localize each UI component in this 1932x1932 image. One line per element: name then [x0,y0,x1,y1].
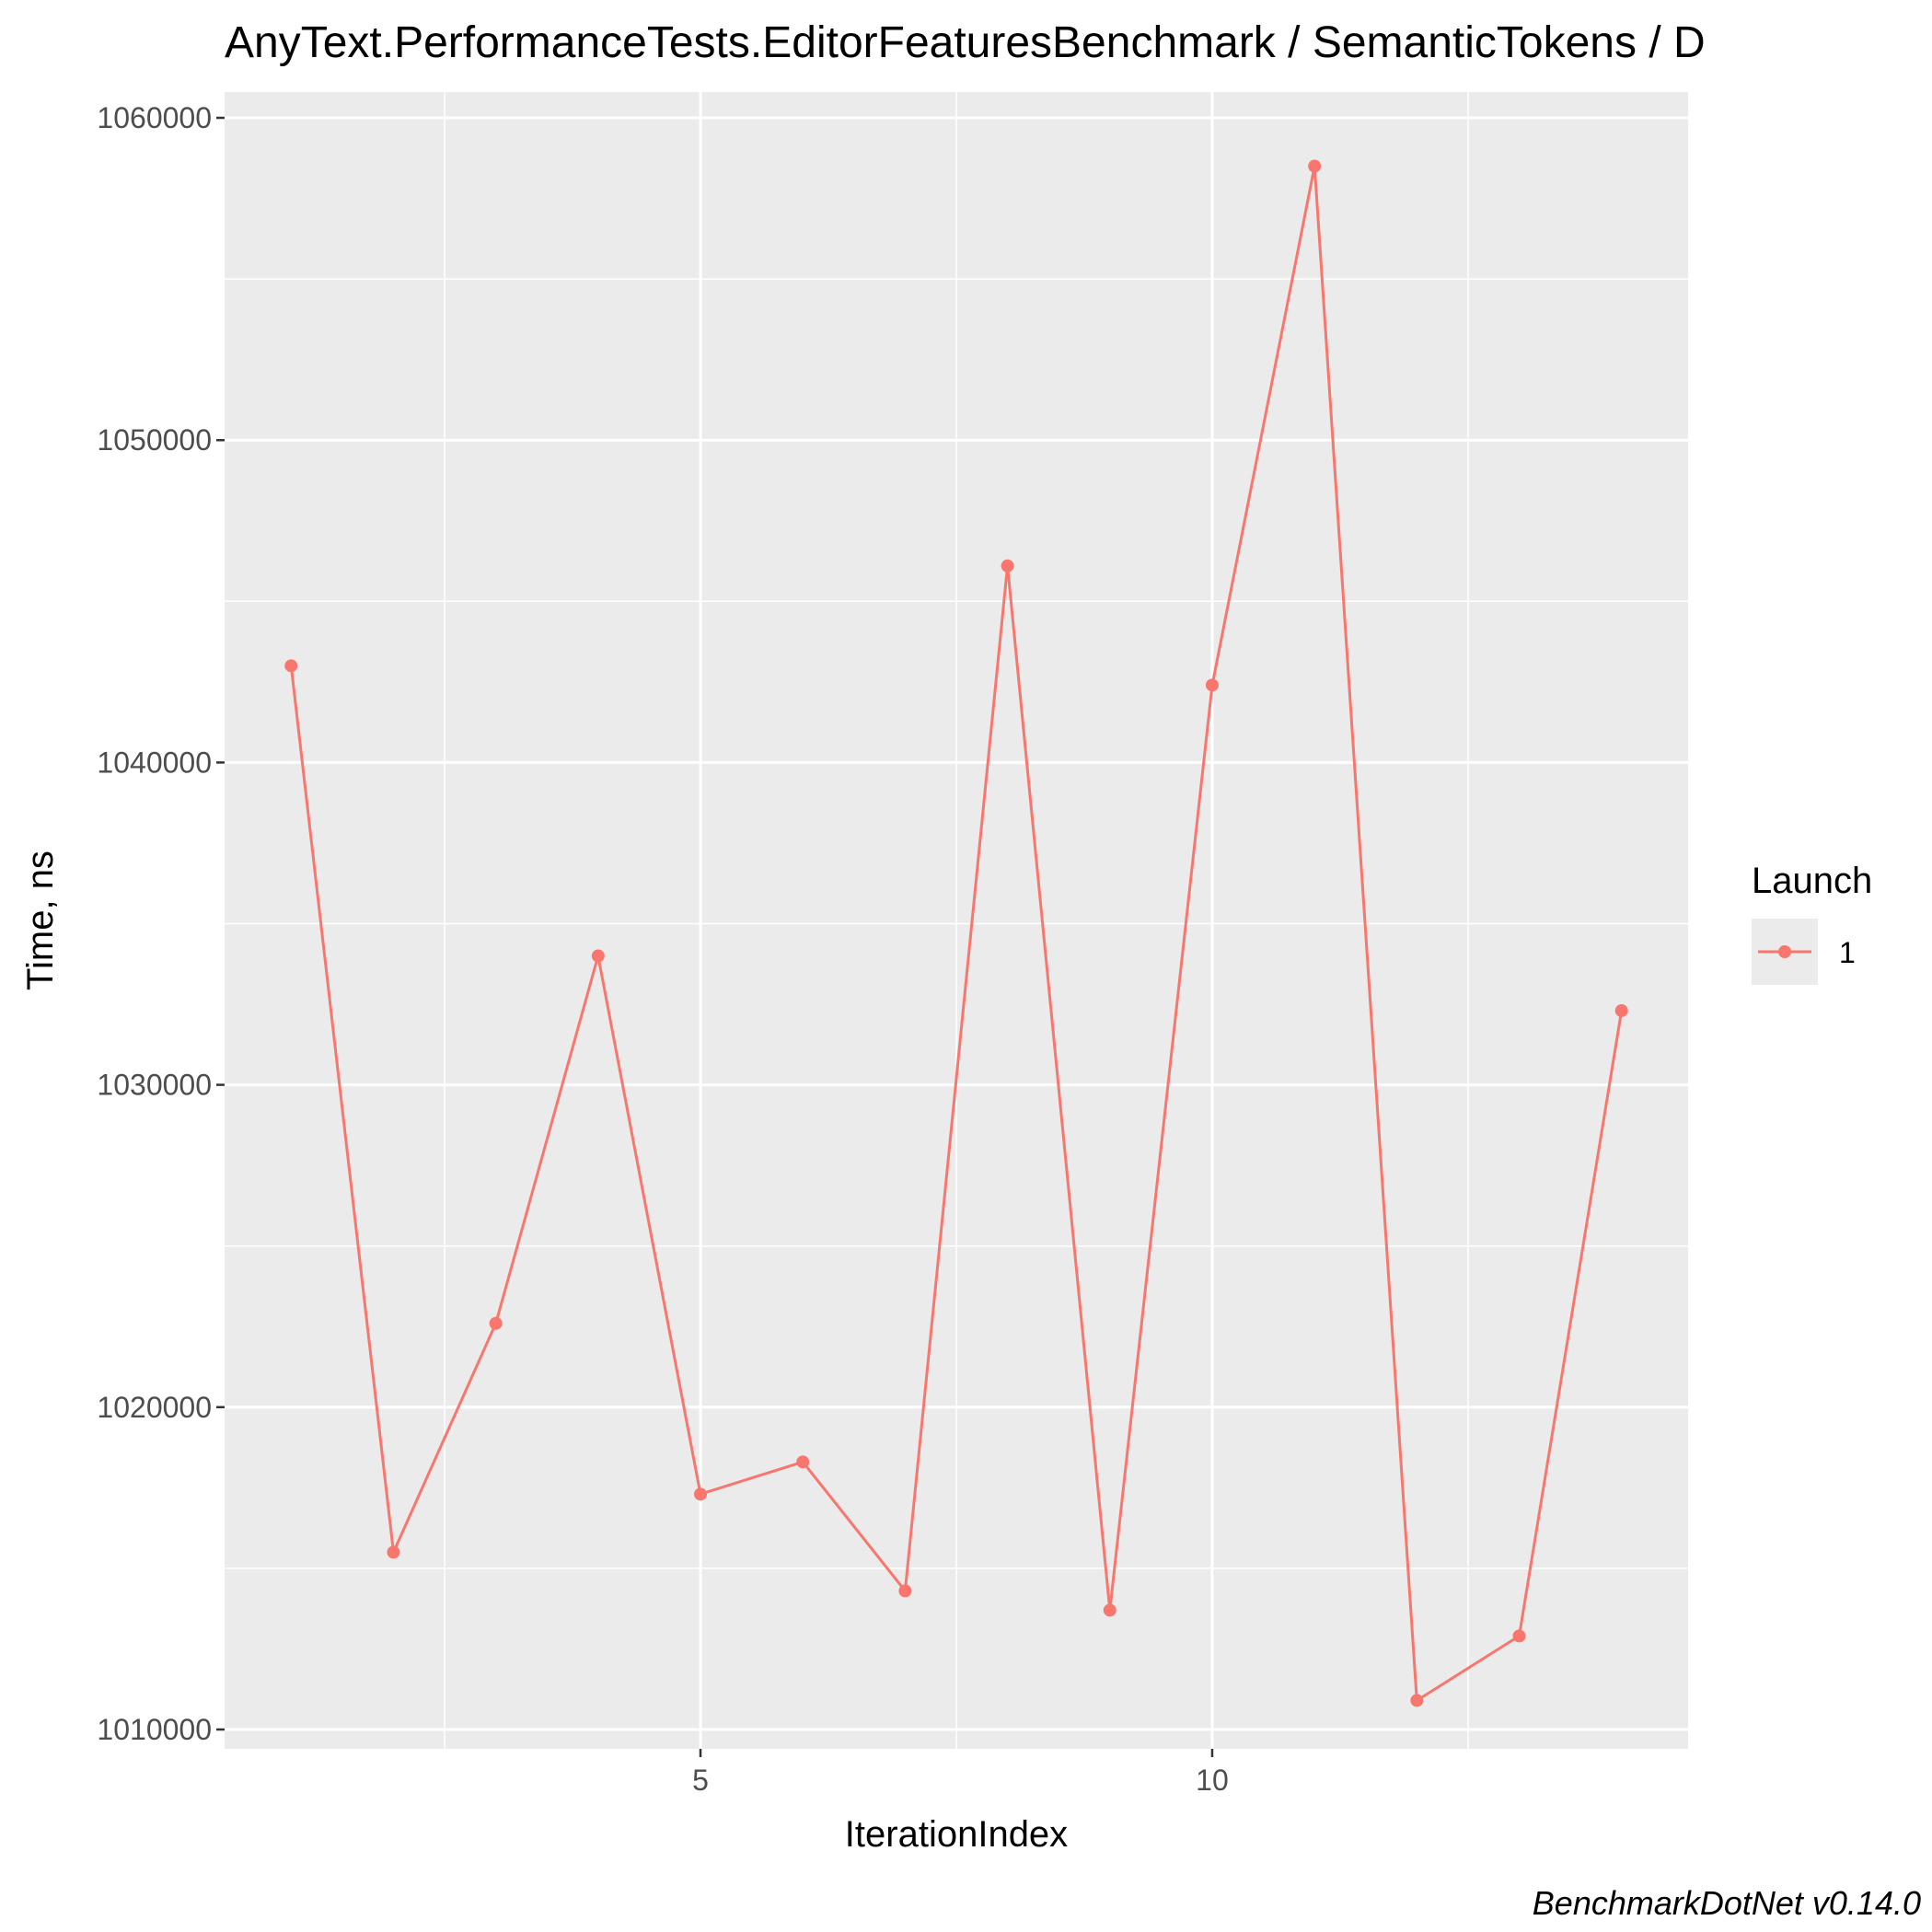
axis-ticks [216,116,1214,1757]
data-point [1001,559,1014,573]
chart-title: AnyText.PerformanceTests.EditorFeaturesB… [225,18,1706,67]
y-tick-label: 1030000 [97,1069,212,1102]
data-point [284,659,298,673]
series-line [289,165,1624,1702]
y-tick-label: 1040000 [97,746,212,779]
y-axis-tick-labels: 1010000 1020000 1030000 1040000 1050000 10600… [97,101,212,1746]
y-tick-label: 1010000 [97,1713,212,1746]
y-tick-label: 1020000 [97,1391,212,1424]
legend-key-point [1778,945,1791,958]
x-axis-title: IterationIndex [845,1814,1068,1855]
data-point [1205,678,1219,692]
data-point [1512,1629,1526,1643]
x-axis-tick-labels: 5 10 [692,1764,1229,1797]
legend-title: Launch [1752,861,1872,901]
y-tick-label: 1050000 [97,423,212,457]
x-tick-label: 10 [1196,1764,1229,1797]
data-point [1410,1694,1424,1707]
legend-label: 1 [1839,936,1856,969]
y-tick-label: 1060000 [97,101,212,134]
data-point [489,1316,503,1330]
caption: BenchmarkDotNet v0.14.0 [1533,1884,1921,1922]
data-point [1308,159,1322,173]
series-layer [284,159,1628,1707]
data-point [387,1545,400,1559]
x-tick-label: 5 [692,1764,709,1797]
data-point [1103,1603,1116,1617]
data-point [694,1487,708,1501]
minor-gridlines [225,92,1688,1749]
y-axis-title: Time, ns [20,850,61,990]
legend: Launch 1 [1752,861,1872,985]
data-point [1614,1004,1628,1018]
data-point [591,949,605,963]
data-point [898,1584,912,1598]
data-point [796,1455,810,1469]
